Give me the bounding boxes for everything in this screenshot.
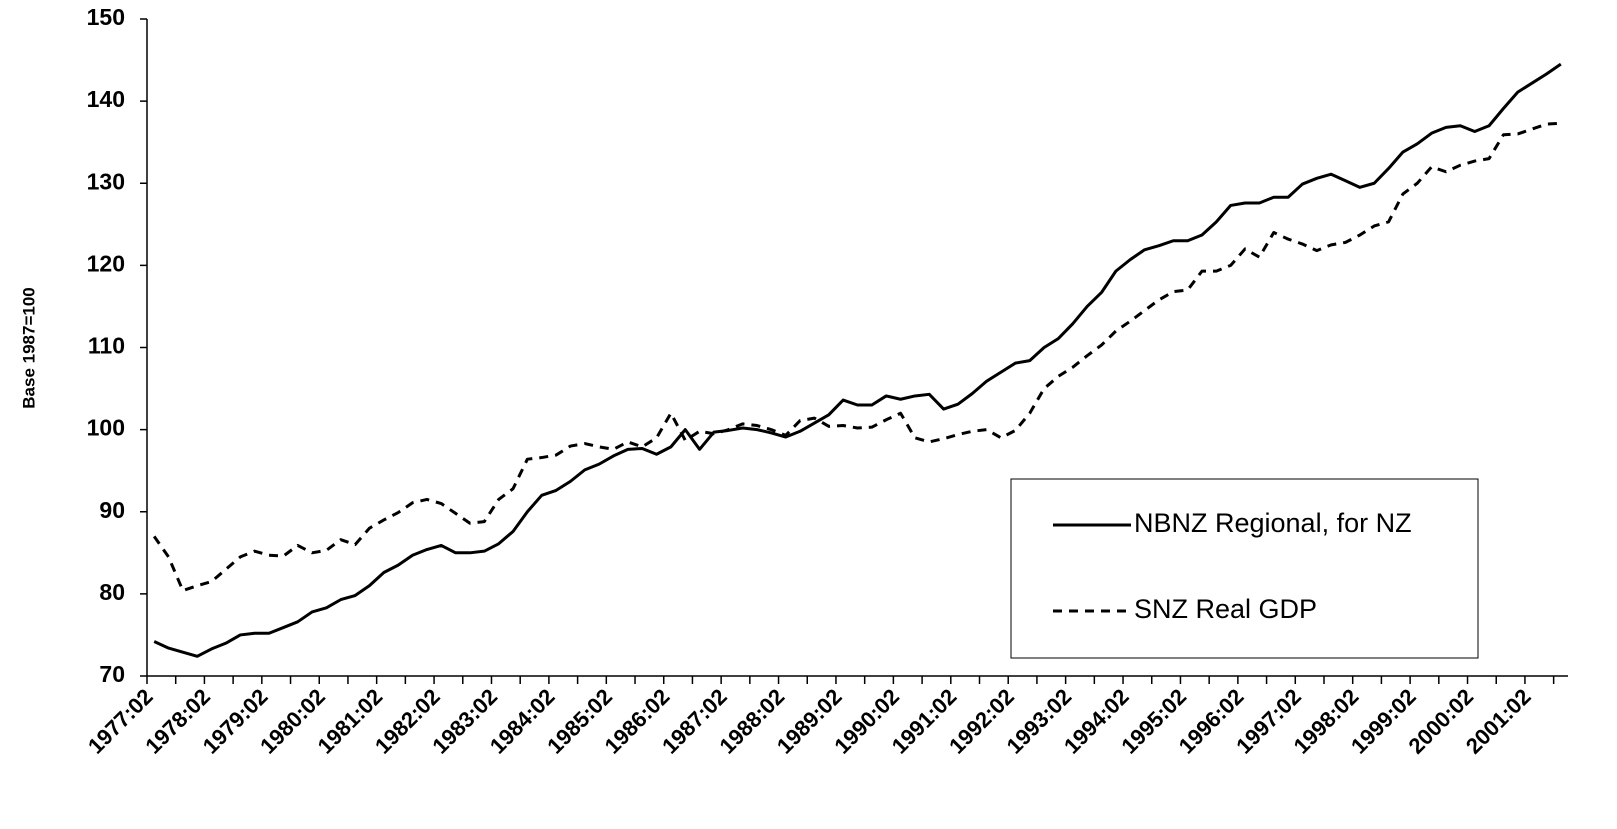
- legend-box: [1010, 478, 1479, 659]
- line-series: [152, 121, 1561, 593]
- y-axis-label: Base 1987=100: [19, 287, 38, 408]
- legend-label: NBNZ Regional, for NZ: [1134, 508, 1412, 538]
- x-tick-label: 2001:02: [1461, 684, 1536, 759]
- y-tick-label: 110: [88, 333, 125, 359]
- y-tick-label: 70: [99, 661, 125, 687]
- y-tick-label: 120: [87, 250, 125, 276]
- legend-label: SNZ Real GDP: [1134, 594, 1317, 624]
- y-tick-label: 140: [87, 86, 125, 112]
- y-tick-label: 150: [87, 4, 125, 30]
- y-tick-label: 130: [87, 168, 125, 194]
- y-tick-label: 80: [99, 579, 125, 605]
- y-tick-label: 100: [87, 415, 125, 441]
- line-series: [153, 62, 1562, 658]
- y-tick-label: 90: [99, 497, 125, 523]
